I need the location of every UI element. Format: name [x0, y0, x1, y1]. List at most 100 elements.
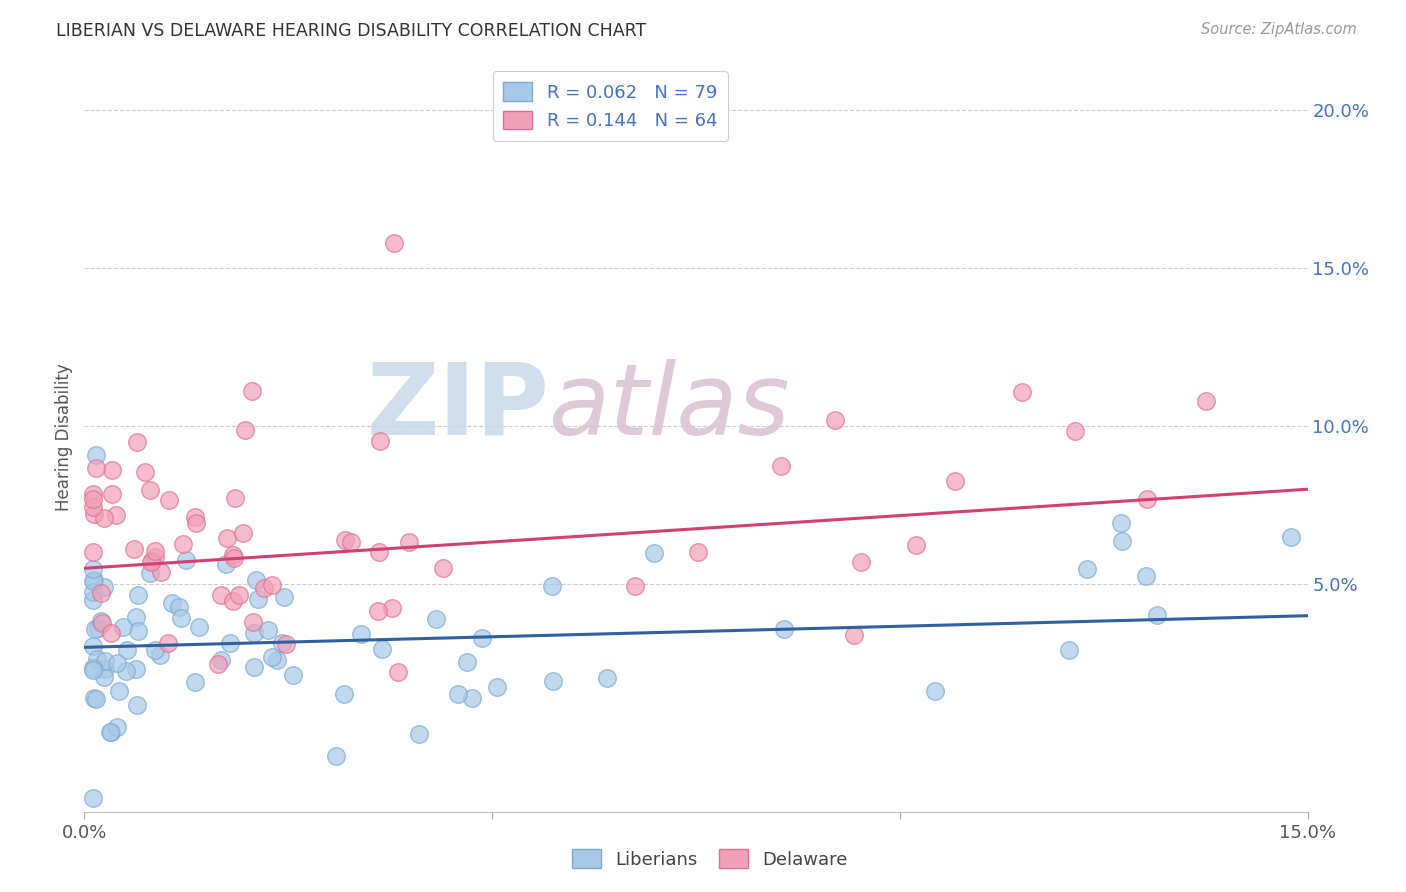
Point — [333, 687, 356, 701]
Point — [108, 684, 131, 698]
Point — [243, 660, 266, 674]
Point — [105, 508, 128, 522]
Point — [141, 554, 163, 568]
Point — [184, 510, 207, 524]
Point — [281, 667, 304, 681]
Point — [91, 616, 114, 631]
Point — [141, 555, 163, 569]
Point — [224, 491, 246, 505]
Point — [243, 626, 266, 640]
Point — [143, 550, 166, 565]
Point — [83, 507, 105, 521]
Point — [82, 487, 104, 501]
Point — [541, 578, 564, 592]
Point — [246, 592, 269, 607]
Point — [124, 610, 146, 624]
Point — [367, 604, 389, 618]
Point — [82, 491, 104, 506]
Point — [100, 487, 122, 501]
Point — [100, 626, 122, 640]
Point — [148, 648, 170, 663]
Point — [82, 584, 104, 599]
Point — [408, 727, 430, 741]
Text: LIBERIAN VS DELAWARE HEARING DISABILITY CORRELATION CHART: LIBERIAN VS DELAWARE HEARING DISABILITY … — [56, 22, 647, 40]
Text: ZIP: ZIP — [367, 359, 550, 456]
Point — [125, 698, 148, 712]
Point — [242, 615, 264, 629]
Point — [82, 592, 104, 607]
Point — [624, 579, 647, 593]
Point — [125, 662, 148, 676]
Point — [209, 653, 232, 667]
Point — [82, 562, 104, 576]
Point — [824, 413, 846, 427]
Point — [90, 585, 112, 599]
Point — [447, 687, 470, 701]
Point — [114, 664, 136, 678]
Point — [367, 545, 389, 559]
Point — [83, 691, 105, 706]
Point — [100, 724, 122, 739]
Legend: Liberians, Delaware: Liberians, Delaware — [565, 842, 855, 876]
Point — [333, 533, 356, 547]
Point — [105, 720, 128, 734]
Point — [82, 574, 104, 589]
Point — [107, 656, 129, 670]
Point — [86, 652, 108, 666]
Point — [235, 423, 257, 437]
Point — [1057, 643, 1080, 657]
Point — [1136, 491, 1159, 506]
Point — [222, 551, 245, 566]
Point — [82, 544, 104, 558]
Point — [87, 621, 110, 635]
Point — [222, 593, 245, 607]
Point — [769, 458, 792, 473]
Point — [253, 581, 276, 595]
Point — [82, 639, 104, 653]
Point — [541, 673, 564, 688]
Point — [432, 561, 454, 575]
Point — [1109, 516, 1132, 531]
Point — [84, 448, 107, 462]
Point — [1064, 425, 1087, 439]
Point — [101, 463, 124, 477]
Point — [127, 587, 149, 601]
Point — [84, 692, 107, 706]
Point — [145, 544, 167, 558]
Point — [425, 612, 447, 626]
Point — [93, 581, 115, 595]
Point — [100, 725, 122, 739]
Point — [461, 691, 484, 706]
Point — [188, 620, 211, 634]
Point — [160, 596, 183, 610]
Point — [127, 435, 149, 450]
Legend: R = 0.062   N = 79, R = 0.144   N = 64: R = 0.062 N = 79, R = 0.144 N = 64 — [492, 71, 728, 141]
Point — [134, 465, 156, 479]
Point — [149, 565, 172, 579]
Point — [350, 627, 373, 641]
Point — [169, 610, 191, 624]
Point — [228, 589, 250, 603]
Point — [139, 566, 162, 581]
Point — [1076, 562, 1098, 576]
Point — [122, 542, 145, 557]
Point — [90, 614, 112, 628]
Point — [1279, 530, 1302, 544]
Point — [94, 663, 117, 677]
Point — [167, 599, 190, 614]
Point — [370, 434, 392, 448]
Point — [387, 665, 409, 680]
Point — [83, 573, 105, 587]
Point — [186, 516, 208, 530]
Point — [1146, 608, 1168, 623]
Point — [115, 642, 138, 657]
Point — [688, 545, 710, 559]
Point — [1111, 533, 1133, 548]
Point — [471, 631, 494, 645]
Point — [82, 661, 104, 675]
Point — [260, 650, 283, 665]
Point — [382, 235, 405, 250]
Point — [215, 557, 238, 571]
Point — [242, 384, 264, 399]
Point — [1135, 569, 1157, 583]
